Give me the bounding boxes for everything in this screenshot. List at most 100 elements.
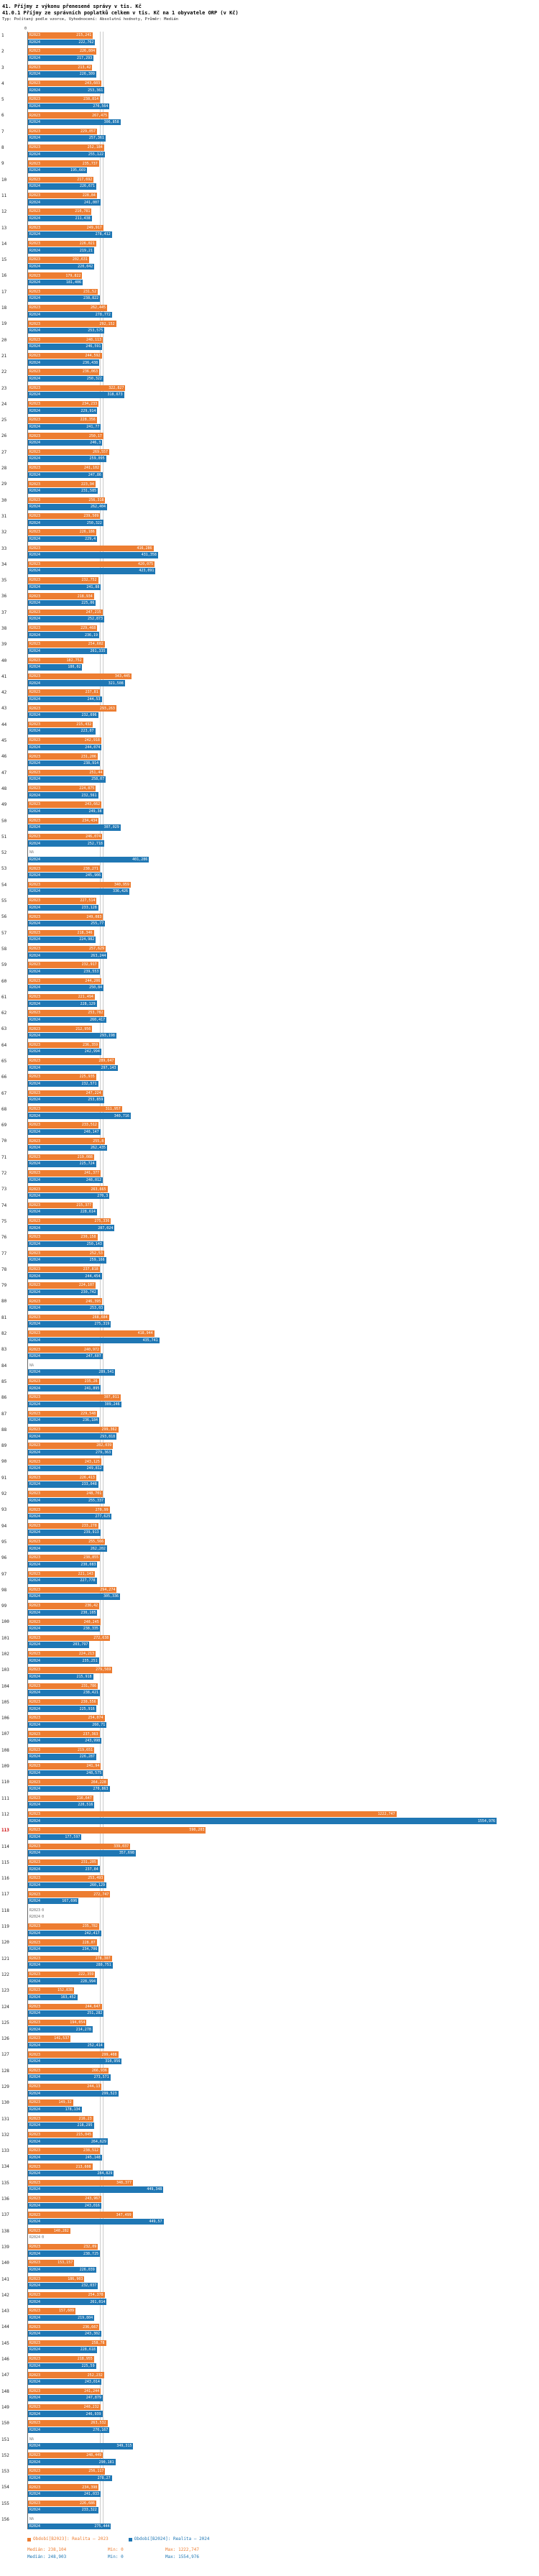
bar-r2023[interactable]: R2023 279,569	[28, 1667, 113, 1673]
bar-r2024[interactable]: R2024 293,198	[28, 1032, 116, 1039]
bar-r2023[interactable]: R2023 416,286	[28, 545, 154, 551]
bar-r2023[interactable]: R2023 235,26	[28, 1378, 99, 1385]
bar-r2023[interactable]: R2023 224,107	[28, 1282, 96, 1289]
bar-r2024[interactable]: R2024 287,024	[28, 1225, 115, 1231]
bar-r2024[interactable]: R2024 226,287	[28, 1754, 96, 1760]
bar-r2023[interactable]: R2023 231,205	[28, 1859, 98, 1866]
bar-r2023[interactable]: R2023 237,818	[28, 1266, 100, 1273]
bar-r2024[interactable]: R2024 235,251	[28, 1657, 99, 1664]
bar-r2024[interactable]: R2024 222,762	[28, 39, 96, 45]
bar-r2024[interactable]: R2024 278,412	[28, 231, 112, 238]
bar-r2023[interactable]: R2023 215,241	[28, 32, 93, 39]
bar-r2023[interactable]: R2023 348,377	[28, 2179, 134, 2186]
bar-r2024[interactable]: R2024 247,607	[28, 1353, 103, 1360]
bar-r2024[interactable]: R2024 293,818	[28, 1433, 117, 1440]
bar-r2023[interactable]: R2023 228,356	[28, 417, 97, 423]
bar-r2024[interactable]: R2024 248,012	[28, 1177, 103, 1184]
bar-r2024[interactable]: R2024 238,725	[28, 2250, 101, 2257]
bar-r2024[interactable]: R2024 244,53	[28, 696, 102, 703]
bar-r2023[interactable]: R2023 247,215	[28, 609, 103, 616]
bar-r2024[interactable]: R2024 307,029	[28, 824, 121, 831]
bar-r2024[interactable]: R2024 241,77	[28, 423, 101, 431]
bar-r2024[interactable]: R2024 246,939	[28, 2411, 103, 2417]
bar-r2024[interactable]: R2024 228,129	[28, 1000, 97, 1007]
bar-r2024[interactable]: R2024 260,71	[28, 1721, 107, 1729]
bar-r2023[interactable]: R2023 234,398	[28, 2484, 99, 2490]
bar-r2024[interactable]: R2024 270,167	[28, 2426, 110, 2434]
bar-r2024[interactable]: R2024 247,86	[28, 472, 103, 479]
bar-r2023[interactable]: R2023 420,075	[28, 561, 155, 568]
bar-r2024[interactable]: R2024 263,244	[28, 952, 108, 959]
bar-r2023[interactable]: R2023 269,557	[28, 448, 110, 456]
bar-r2023[interactable]: R2023 229,057	[28, 128, 98, 135]
bar-r2024[interactable]: R2024 423,091	[28, 568, 156, 574]
bar-r2024[interactable]: R2024 242,994	[28, 1049, 101, 1055]
bar-r2023[interactable]: R2023 212,956	[28, 1026, 93, 1032]
bar-r2024[interactable]: R2024 253,361	[28, 87, 105, 93]
bar-r2023[interactable]: R2023 238,855	[28, 1555, 101, 1561]
bar-r2024[interactable]: R2024 253,859	[28, 1097, 105, 1103]
bar-r2024[interactable]: R2024 218,295	[28, 2122, 94, 2129]
bar-r2023[interactable]: R2023 215,377	[28, 1202, 93, 1209]
bar-r2024[interactable]: R2024 227,778	[28, 1578, 97, 1584]
bar-r2023[interactable]: R2023 268,684	[28, 1314, 109, 1321]
bar-r2024[interactable]: R2024 253,03	[28, 1305, 105, 1312]
bar-r2023[interactable]: R2023 218,346	[28, 929, 94, 937]
bar-r2024[interactable]: R2024 252,414	[28, 2042, 104, 2049]
bar-r2023[interactable]: R2023 231,52	[28, 288, 98, 295]
bar-r2023[interactable]: R2023 242,918	[28, 737, 101, 744]
legend-item-2023[interactable]: Období[B2023]: Realita – 2023	[27, 2536, 109, 2542]
bar-r2023[interactable]: R2023 226,686	[28, 2500, 97, 2507]
bar-r2024[interactable]: R2024 270,863	[28, 1785, 110, 1793]
bar-r2023[interactable]: R2023 243,967	[28, 2196, 102, 2202]
bar-r2024[interactable]: R2024 236,184	[28, 1417, 100, 1424]
bar-r2024[interactable]: R2024 275,319	[28, 1321, 111, 1328]
bar-r2024[interactable]: R2024 279,363	[28, 1449, 113, 1456]
bar-r2024[interactable]: R2024 309,246	[28, 1401, 121, 1408]
bar-r2024[interactable]: R2024 273,571	[28, 2074, 111, 2081]
bar-r2023[interactable]: R2023 256,117	[28, 2468, 106, 2475]
bar-r2024[interactable]: R2024 318,673	[28, 392, 124, 398]
bar-r2023[interactable]: R2023 272,638	[28, 1634, 111, 1642]
bar-r2024[interactable]: R2024 246,591	[28, 344, 103, 350]
bar-r2024[interactable]: R2024 226,309	[28, 71, 96, 78]
bar-r2023[interactable]: R2023 228,84	[28, 192, 97, 199]
bar-r2023[interactable]: R2023 253,493	[28, 1875, 105, 1882]
bar-r2023[interactable]: R2023 248,701	[28, 1491, 103, 1497]
bar-r2023[interactable]: R2023 229,548	[28, 1410, 98, 1417]
bar-r2023[interactable]: R2023 252,184	[28, 144, 104, 151]
bar-r2023[interactable]: R2023 266,936	[28, 2067, 109, 2074]
bar-r2023[interactable]: R2023 241,94	[28, 1763, 101, 1770]
bar-r2024[interactable]: R2024 230,105	[28, 1609, 98, 1616]
bar-r2024[interactable]: R2024 238,914	[28, 760, 101, 767]
bar-r2024[interactable]: R2024 211,438	[28, 215, 92, 222]
bar-r2023[interactable]: R2023 275,336	[28, 1218, 111, 1225]
bar-r2024[interactable]: R2024 278,772	[28, 311, 112, 318]
bar-r2023[interactable]: R2023 248,113	[28, 336, 103, 344]
bar-r2023[interactable]: R2023 244,206	[28, 978, 102, 985]
bar-r2024[interactable]: R2024 234,706	[28, 1946, 99, 1953]
bar-r2024[interactable]: R2024 233,128	[28, 904, 98, 911]
bar-r2024[interactable]: R2024 240,147	[28, 1128, 101, 1136]
bar-r2023[interactable]: R2023 254,378	[28, 2291, 105, 2299]
bar-r2023[interactable]: R2023 157,609	[28, 2308, 76, 2314]
bar-r2023[interactable]: R2023 238,512	[28, 2148, 100, 2154]
bar-r2023[interactable]: R2023 224,875	[28, 785, 96, 792]
bar-r2023[interactable]: R2023 241,102	[28, 465, 101, 472]
bar-r2024[interactable]: R2024 275,444	[28, 2523, 111, 2530]
bar-r2024[interactable]: R2024 278,27	[28, 2475, 112, 2482]
bar-r2023[interactable]: R2023 246,395	[28, 1298, 103, 1305]
bar-r2024[interactable]: R2024 262,404	[28, 504, 108, 510]
bar-r2024[interactable]: R2024 243,998	[28, 1737, 102, 1744]
bar-r2023[interactable]: R2023 210,781	[28, 208, 92, 215]
bar-r2023[interactable]: R2023 246,074	[28, 833, 103, 840]
bar-r2024[interactable]: R2024 241,88	[28, 584, 101, 591]
bar-r2023[interactable]: R2023 340,959	[28, 881, 131, 888]
bar-r2023[interactable]: R2023 249,083	[28, 914, 103, 920]
bar-r2024[interactable]: R2024 225,916	[28, 1706, 96, 1712]
bar-r2024[interactable]: R2024 449,348	[28, 2186, 164, 2193]
bar-r2023[interactable]: R2023 149,32	[28, 2099, 73, 2106]
bar-r2023[interactable]: R2023 243,662	[28, 801, 102, 808]
bar-r2023[interactable]: R2023 219,088	[28, 1154, 94, 1161]
bar-r2023[interactable]: R2023 237,81	[28, 689, 100, 696]
